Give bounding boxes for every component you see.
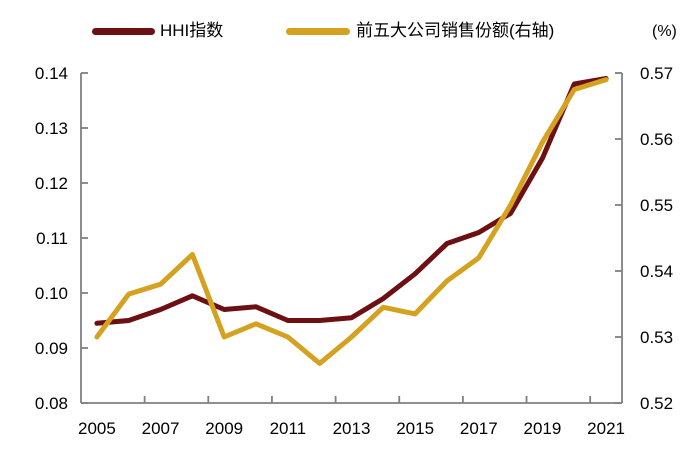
right-axis-tick-label: 0.57 [640, 64, 673, 83]
right-axis-tick-label: 0.56 [640, 130, 673, 149]
x-axis-tick-label: 2021 [587, 419, 625, 438]
x-axis-tick-label: 2017 [460, 419, 498, 438]
legend-swatch-share [286, 28, 350, 35]
legend-label-share: 前五大公司销售份额(右轴) [356, 21, 555, 40]
right-axis-unit-label: (%) [652, 23, 677, 40]
right-axis-tick-label: 0.52 [640, 394, 673, 413]
legend-swatch-hhi [92, 28, 155, 35]
hhi-index-line [94, 76, 609, 326]
right-axis-tick-label: 0.53 [640, 328, 673, 347]
left-axis-tick-label: 0.09 [35, 339, 68, 358]
left-axis-tick-label: 0.10 [35, 284, 68, 303]
legend-label-hhi: HHI指数 [160, 21, 224, 40]
x-axis-tick-label: 2009 [205, 419, 243, 438]
x-axis-tick-label: 2015 [396, 419, 434, 438]
left-axis-tick-label: 0.11 [36, 229, 68, 248]
left-axis-tick-label: 0.08 [35, 394, 68, 413]
left-axis-tick-label: 0.12 [35, 174, 68, 193]
x-axis-tick-label: 2013 [333, 419, 371, 438]
right-axis-tick-label: 0.55 [640, 196, 673, 215]
left-axis-tick-label: 0.14 [35, 64, 68, 83]
left-axis-tick-label: 0.13 [35, 119, 68, 138]
x-axis-tick-label: 2007 [142, 419, 180, 438]
right-axis-tick-label: 0.54 [640, 262, 673, 281]
x-axis-tick-label: 2019 [524, 419, 562, 438]
top5-share-line [94, 77, 609, 366]
x-axis-tick-label: 2005 [78, 419, 116, 438]
x-axis-tick-label: 2011 [270, 419, 307, 438]
